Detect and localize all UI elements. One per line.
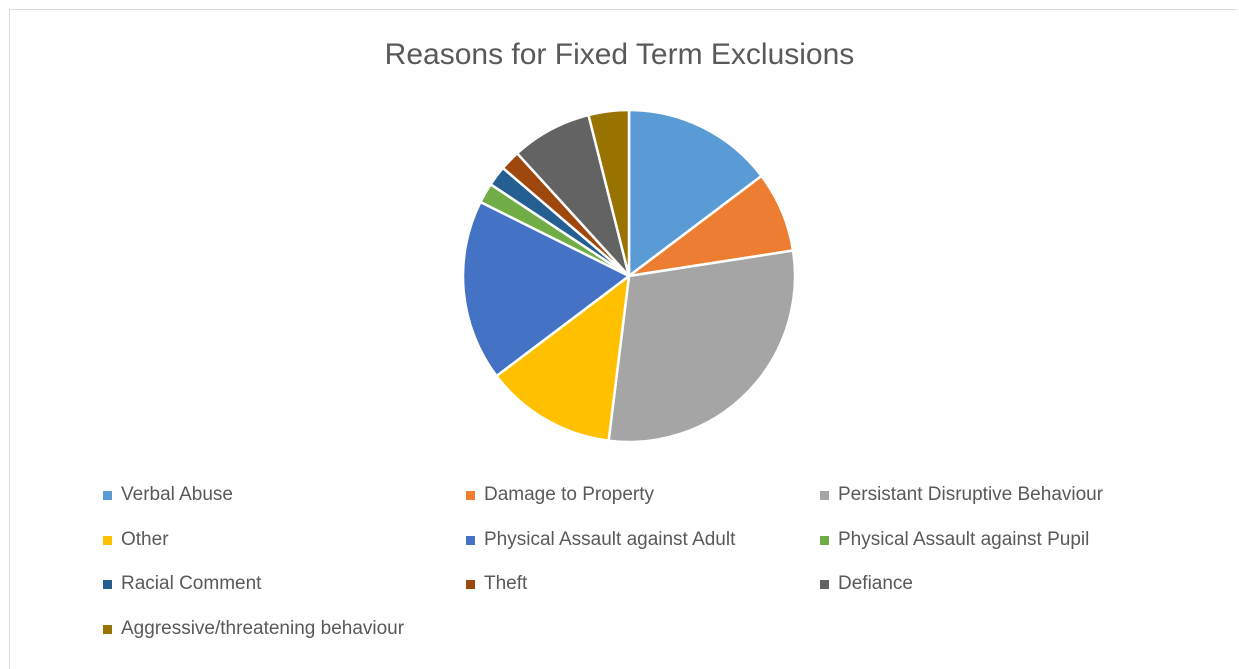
legend-item: Defiance [820, 572, 913, 596]
legend-label: Verbal Abuse [121, 484, 233, 505]
legend-swatch [820, 579, 829, 589]
legend-swatch [820, 535, 829, 545]
legend-label: Damage to Property [484, 484, 655, 505]
legend-label: Racial Comment [121, 573, 262, 594]
legend-label: Theft [484, 573, 528, 594]
chart-area [9, 9, 1237, 669]
legend-item: Other [103, 528, 169, 552]
legend-item: Verbal Abuse [103, 483, 233, 507]
legend-label: Persistant Disruptive Behaviour [838, 484, 1104, 505]
legend-item: Aggressive/threatening behaviour [103, 617, 404, 641]
pie-slice-4 [461, 200, 631, 378]
legend-item: Physical Assault against Pupil [820, 528, 1089, 552]
chart-title: Reasons for Fixed Term Exclusions [384, 38, 855, 71]
legend-item: Physical Assault against Adult [466, 528, 735, 552]
pie-slice-2 [607, 249, 797, 444]
legend-swatch [103, 490, 112, 500]
legend-item: Theft [466, 572, 527, 596]
legend-swatch [466, 490, 475, 500]
legend-item: Persistant Disruptive Behaviour [820, 483, 1103, 507]
legend-swatch [820, 490, 829, 500]
legend-label: Other [121, 529, 169, 550]
legend-item: Damage to Property [466, 483, 654, 507]
legend-swatch [103, 535, 112, 545]
legend-label: Physical Assault against Adult [484, 529, 736, 550]
pie-slice-9 [587, 108, 631, 278]
legend-swatch [466, 535, 475, 545]
legend-item: Racial Comment [103, 572, 261, 596]
pie-slice-3 [495, 274, 631, 442]
pie-slice-0 [627, 108, 763, 278]
legend-label: Defiance [838, 573, 913, 594]
legend-label: Physical Assault against Pupil [838, 529, 1090, 550]
legend-swatch [103, 579, 112, 589]
legend-swatch [103, 624, 112, 634]
legend-swatch [466, 579, 475, 589]
legend-label: Aggressive/threatening behaviour [121, 618, 405, 639]
